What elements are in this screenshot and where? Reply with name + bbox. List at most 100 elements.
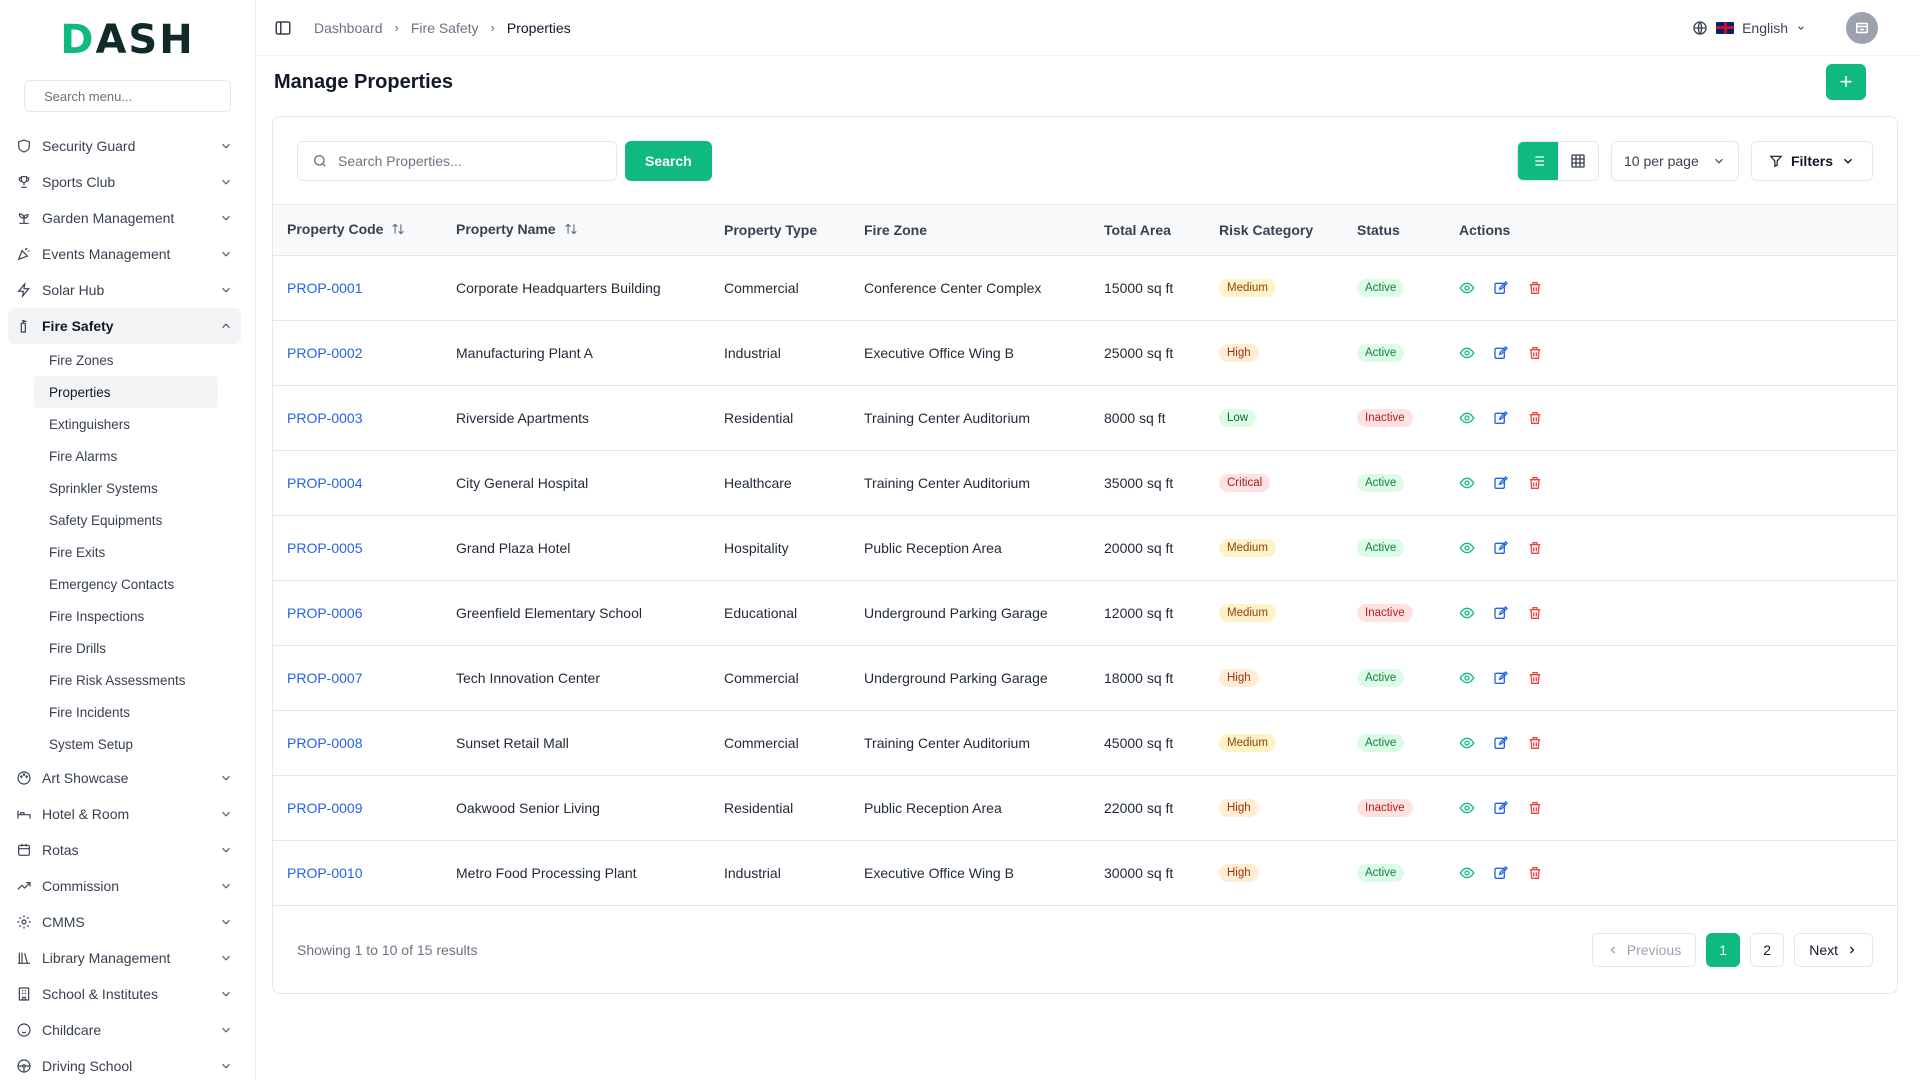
edit-icon[interactable] — [1493, 735, 1509, 751]
risk-cell: High — [1205, 775, 1343, 840]
sidebar-toggle-icon[interactable] — [274, 19, 292, 37]
trash-icon[interactable] — [1527, 605, 1543, 621]
view-icon[interactable] — [1459, 605, 1475, 621]
edit-icon[interactable] — [1493, 865, 1509, 881]
submenu-item-fire-alarms[interactable]: Fire Alarms — [49, 448, 118, 464]
submenu-item-fire-drills[interactable]: Fire Drills — [49, 640, 106, 656]
chevron-down-icon — [222, 811, 230, 817]
property-search-input[interactable] — [338, 152, 602, 169]
sidebar-search[interactable] — [24, 80, 231, 112]
language-selector[interactable]: English — [1692, 20, 1806, 36]
trash-icon[interactable] — [1527, 800, 1543, 816]
trash-icon[interactable] — [1527, 735, 1543, 751]
property-code-link[interactable]: PROP-0009 — [287, 799, 363, 816]
edit-icon[interactable] — [1493, 410, 1509, 426]
sidebar-search-input[interactable] — [44, 88, 220, 104]
sidebar-item-childcare[interactable]: Childcare — [8, 1012, 241, 1048]
sort-icon[interactable] — [391, 222, 405, 239]
property-code-link[interactable]: PROP-0010 — [287, 864, 363, 881]
column-header-actions: Actions — [1445, 205, 1897, 256]
sort-icon[interactable] — [564, 222, 578, 239]
trash-icon[interactable] — [1527, 345, 1543, 361]
view-icon[interactable] — [1459, 735, 1475, 751]
trash-icon[interactable] — [1527, 865, 1543, 881]
breadcrumb-dashboard[interactable]: Dashboard — [314, 19, 383, 36]
submenu-item-system-setup[interactable]: System Setup — [49, 736, 134, 752]
logo[interactable]: DASH — [0, 0, 255, 80]
per-page-select[interactable]: 10 per page — [1611, 140, 1739, 181]
next-button[interactable]: Next — [1794, 933, 1873, 967]
filters-button[interactable]: Filters — [1751, 140, 1873, 181]
submenu-item-fire-zones[interactable]: Fire Zones — [49, 352, 114, 368]
edit-icon[interactable] — [1493, 670, 1509, 686]
view-icon[interactable] — [1459, 865, 1475, 881]
avatar[interactable] — [1846, 11, 1878, 44]
sidebar-item-art-showcase[interactable]: Art Showcase — [8, 760, 241, 796]
status-badge: Inactive — [1357, 604, 1413, 622]
sidebar-item-solar-hub[interactable]: Solar Hub — [8, 272, 241, 308]
edit-icon[interactable] — [1493, 540, 1509, 556]
sidebar-item-library-management[interactable]: Library Management — [8, 940, 241, 976]
submenu-item-properties[interactable]: Properties — [34, 376, 218, 408]
trash-icon[interactable] — [1527, 475, 1543, 491]
chevron-down-icon — [1843, 158, 1853, 164]
edit-icon[interactable] — [1493, 475, 1509, 491]
submenu-item-fire-exits[interactable]: Fire Exits — [49, 544, 106, 560]
view-icon[interactable] — [1459, 410, 1475, 426]
sidebar-item-fire-safety[interactable]: Fire Safety — [8, 308, 241, 344]
trash-icon[interactable] — [1527, 540, 1543, 556]
grid-view-button[interactable] — [1558, 141, 1598, 180]
previous-button[interactable]: Previous — [1591, 933, 1697, 967]
search-button[interactable]: Search — [625, 140, 712, 181]
column-header-property-code[interactable]: Property Code — [273, 205, 442, 256]
sidebar-item-hotel-and-room[interactable]: Hotel & Room — [8, 796, 241, 832]
submenu-item-fire-risk-assessments[interactable]: Fire Risk Assessments — [49, 672, 186, 688]
edit-icon[interactable] — [1493, 605, 1509, 621]
breadcrumb-fire-safety[interactable]: Fire Safety — [410, 19, 479, 36]
library-icon — [16, 950, 32, 966]
add-property-button[interactable]: + — [1826, 64, 1866, 100]
submenu-item-safety-equipments[interactable]: Safety Equipments — [49, 512, 163, 528]
sidebar-item-driving-school[interactable]: Driving School — [8, 1048, 241, 1080]
trash-icon[interactable] — [1527, 280, 1543, 296]
submenu-item-emergency-contacts[interactable]: Emergency Contacts — [49, 576, 175, 592]
view-icon[interactable] — [1459, 345, 1475, 361]
trash-icon[interactable] — [1527, 670, 1543, 686]
sidebar-item-garden-management[interactable]: Garden Management — [8, 200, 241, 236]
status-badge: Active — [1357, 474, 1405, 492]
sidebar-item-sports-club[interactable]: Sports Club — [8, 164, 241, 200]
view-icon[interactable] — [1459, 280, 1475, 296]
property-code-link[interactable]: PROP-0006 — [287, 604, 363, 621]
trash-icon[interactable] — [1527, 410, 1543, 426]
property-code-link[interactable]: PROP-0001 — [287, 279, 363, 296]
property-code-link[interactable]: PROP-0007 — [287, 669, 363, 686]
list-view-button[interactable] — [1518, 141, 1558, 180]
page-1-button[interactable]: 1 — [1706, 933, 1741, 967]
view-icon[interactable] — [1459, 670, 1475, 686]
view-icon[interactable] — [1459, 540, 1475, 556]
submenu-item-sprinkler-systems[interactable]: Sprinkler Systems — [49, 480, 158, 496]
sidebar-item-rotas[interactable]: Rotas — [8, 832, 241, 868]
property-code-link[interactable]: PROP-0003 — [287, 409, 363, 426]
edit-icon[interactable] — [1493, 800, 1509, 816]
view-icon[interactable] — [1459, 800, 1475, 816]
sidebar-item-school-and-institutes[interactable]: School & Institutes — [8, 976, 241, 1012]
page-2-button[interactable]: 2 — [1750, 933, 1785, 967]
sidebar-item-events-management[interactable]: Events Management — [8, 236, 241, 272]
property-search[interactable] — [297, 140, 617, 181]
sidebar-item-cmms[interactable]: CMMS — [8, 904, 241, 940]
edit-icon[interactable] — [1493, 345, 1509, 361]
table-row: PROP-0001 Corporate Headquarters Building… — [273, 255, 1897, 320]
sidebar-item-commission[interactable]: Commission — [8, 868, 241, 904]
column-header-property-name[interactable]: Property Name — [442, 205, 710, 256]
edit-icon[interactable] — [1493, 280, 1509, 296]
submenu-item-extinguishers[interactable]: Extinguishers — [49, 416, 131, 432]
submenu-item-fire-incidents[interactable]: Fire Incidents — [49, 704, 131, 720]
view-icon[interactable] — [1459, 475, 1475, 491]
submenu-item-fire-inspections[interactable]: Fire Inspections — [49, 608, 145, 624]
property-code-link[interactable]: PROP-0002 — [287, 344, 363, 361]
sidebar-item-security-guard[interactable]: Security Guard — [8, 128, 241, 164]
property-code-link[interactable]: PROP-0004 — [287, 474, 363, 491]
property-code-link[interactable]: PROP-0008 — [287, 734, 363, 751]
property-code-link[interactable]: PROP-0005 — [287, 539, 363, 556]
